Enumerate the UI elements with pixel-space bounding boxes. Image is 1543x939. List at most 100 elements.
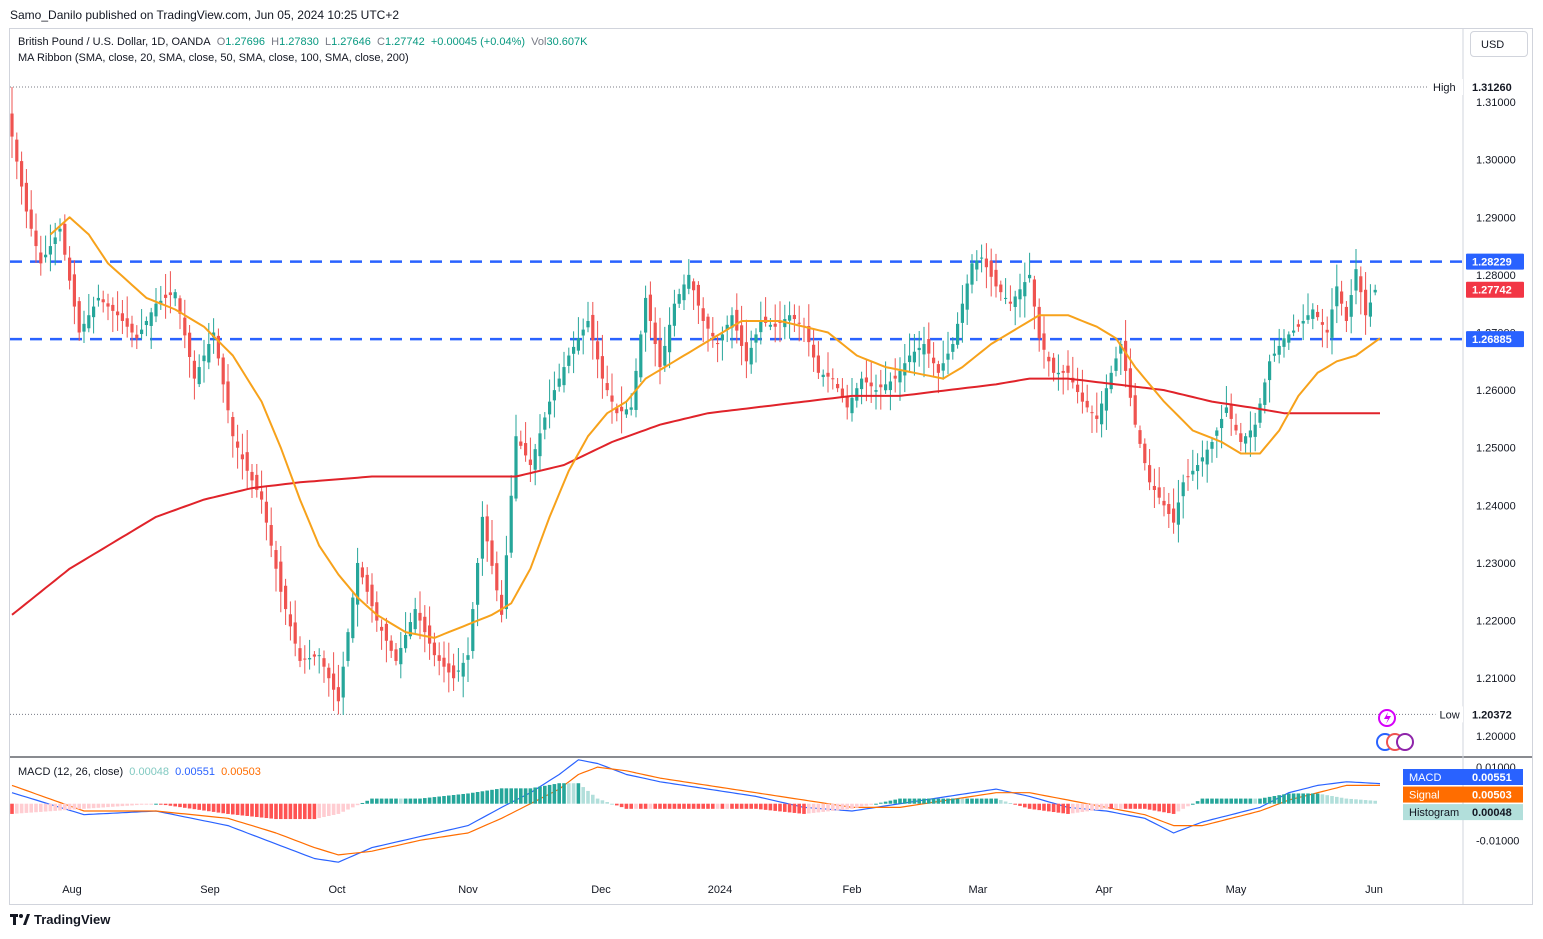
histogram-bar <box>1056 803 1061 813</box>
candle-body <box>792 314 796 320</box>
histogram-bar <box>1330 796 1334 804</box>
histogram-bar <box>749 803 753 809</box>
histogram-bar <box>456 794 461 804</box>
candle-body <box>183 317 187 336</box>
histogram-bar <box>1071 803 1075 814</box>
candle-body <box>1042 333 1046 350</box>
candle-body <box>1191 470 1195 475</box>
histogram-bar <box>1018 803 1022 806</box>
histogram-bar <box>130 803 134 806</box>
histogram-bar <box>24 803 29 813</box>
histogram-bar <box>466 793 470 804</box>
histogram-bar <box>504 788 509 804</box>
footer-brand[interactable]: TradingView <box>10 912 110 927</box>
candle-body <box>567 355 571 366</box>
histogram-bar <box>1037 803 1041 811</box>
candle-body <box>989 260 993 277</box>
candle-body <box>677 294 681 304</box>
y-tick-label: 1.28000 <box>1476 270 1516 282</box>
candle-body <box>1008 301 1012 304</box>
histogram-bar <box>197 803 201 810</box>
histogram-bar <box>951 798 955 804</box>
histogram-bar <box>327 803 331 816</box>
histogram-bar <box>1311 793 1315 804</box>
candle-body <box>1157 487 1161 498</box>
histogram-bar <box>811 803 816 813</box>
histogram-bar <box>816 803 821 813</box>
histogram-bar <box>317 803 321 819</box>
histogram-bar <box>543 785 547 804</box>
histogram-bar <box>600 800 605 804</box>
candle-body <box>932 357 936 364</box>
candle-body <box>1080 392 1084 402</box>
ma-ribbon-legend[interactable]: MA Ribbon (SMA, close, 20, SMA, close, 5… <box>18 52 409 64</box>
candle-body <box>1186 476 1190 478</box>
histogram-bar <box>432 797 437 804</box>
candle-body <box>279 561 283 592</box>
candle-body <box>1200 457 1204 462</box>
candle-body <box>466 655 470 660</box>
histogram-bar <box>1272 796 1277 804</box>
histogram-bar <box>1253 798 1257 804</box>
candle-body <box>845 395 849 408</box>
candle-body <box>960 303 964 323</box>
candle-body <box>514 436 518 499</box>
candle-body <box>1028 274 1032 279</box>
histogram-bar <box>1363 800 1368 804</box>
histogram-bar <box>139 803 144 805</box>
high-price-label-caption: High <box>1433 82 1456 94</box>
histogram-bar <box>835 803 840 811</box>
candle-body <box>154 303 158 317</box>
histogram-bar <box>792 803 797 813</box>
candle-body <box>1296 324 1300 327</box>
histogram-bar <box>1008 802 1013 804</box>
candle-body <box>912 351 916 363</box>
candle-body <box>1061 370 1065 373</box>
histogram-bar <box>1176 803 1181 812</box>
histogram-bar <box>643 803 648 809</box>
y-tick-label: 1.26000 <box>1476 385 1516 397</box>
histogram-bar <box>485 790 489 804</box>
histogram-bar <box>831 803 835 811</box>
histogram-bar <box>58 803 62 811</box>
histogram-bar <box>975 798 979 804</box>
histogram-bar <box>255 803 259 818</box>
candle-body <box>1272 353 1276 356</box>
candle-body <box>716 343 720 345</box>
histogram-bar <box>946 798 950 804</box>
histogram-bar <box>917 798 921 804</box>
candle-body <box>1133 395 1137 425</box>
histogram-bar <box>475 792 480 804</box>
candle-body <box>999 284 1003 293</box>
macd-value-label: 0.00551 <box>1472 772 1512 784</box>
candle-body <box>461 662 465 677</box>
candle-body <box>744 342 748 362</box>
currency-button[interactable]: USD <box>1470 31 1528 57</box>
candle-body <box>207 344 211 363</box>
candle-body <box>375 602 379 621</box>
candle-body <box>1248 430 1252 438</box>
candle-body <box>72 274 76 307</box>
candle-body <box>975 260 979 270</box>
candle-body <box>48 246 52 255</box>
candle-body <box>1052 357 1056 373</box>
histogram-bar <box>120 803 125 807</box>
histogram-bar <box>355 803 360 806</box>
histogram-bar <box>1205 798 1209 804</box>
histogram-bar <box>1162 803 1166 813</box>
histogram-bar <box>1234 798 1238 804</box>
candle-body <box>1004 297 1008 299</box>
candle-body <box>653 322 657 345</box>
histogram-bar <box>399 798 403 804</box>
candle-body <box>1292 330 1296 333</box>
candle-body <box>1244 436 1248 444</box>
x-tick-label: Oct <box>328 884 345 896</box>
histogram-bar <box>701 803 705 809</box>
histogram-bar <box>1090 803 1094 811</box>
histogram-bar <box>269 803 273 819</box>
macd-legend[interactable]: MACD (12, 26, close) 0.00048 0.00551 0.0… <box>18 766 261 778</box>
candle-body <box>408 622 412 637</box>
histogram-bar <box>370 798 374 804</box>
histogram-bar <box>375 798 379 804</box>
